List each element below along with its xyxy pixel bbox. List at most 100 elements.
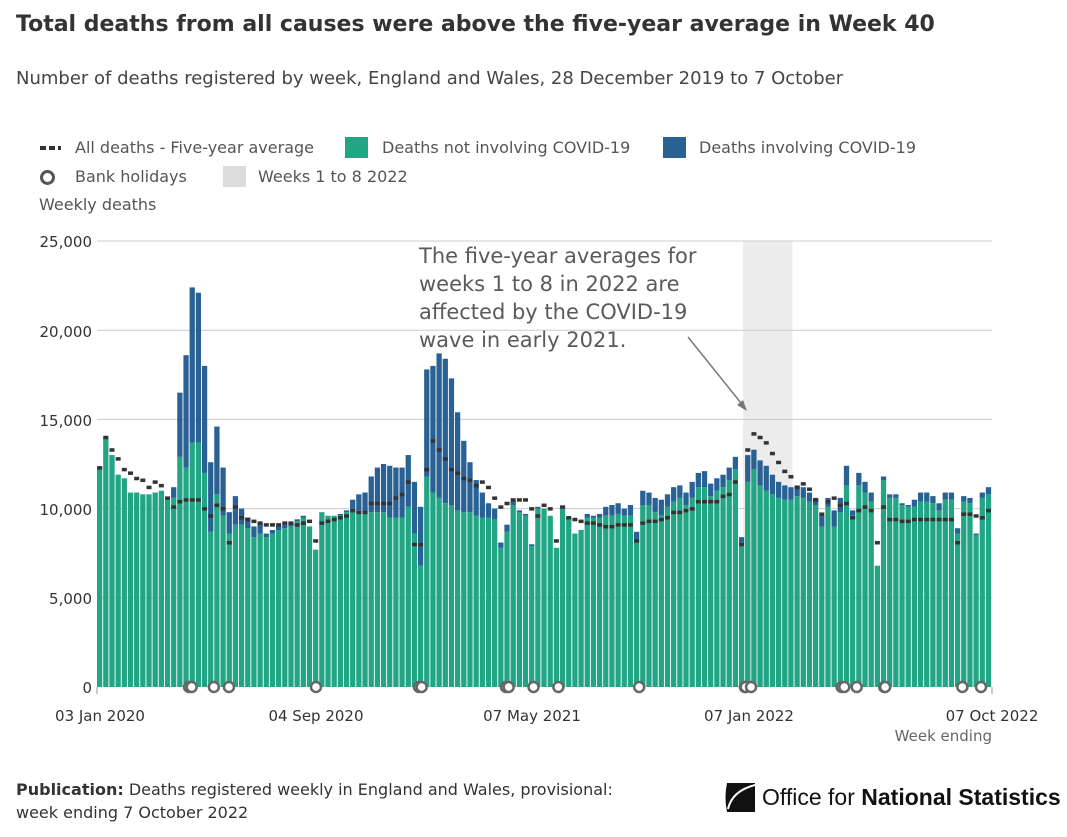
- average-marker: [337, 516, 343, 520]
- bar-covid: [708, 483, 714, 497]
- bar-non-covid: [788, 499, 794, 687]
- bar-covid: [757, 460, 763, 486]
- bar-non-covid: [183, 467, 189, 687]
- bar-non-covid: [535, 508, 541, 687]
- bar-covid: [590, 515, 597, 518]
- bar-covid: [226, 512, 232, 534]
- average-marker: [856, 508, 862, 513]
- average-marker: [689, 507, 695, 511]
- bar-non-covid: [146, 494, 152, 687]
- bar-non-covid: [695, 487, 701, 687]
- average-marker: [498, 505, 504, 509]
- bar-non-covid: [430, 492, 436, 687]
- average-marker: [504, 501, 510, 506]
- average-marker: [177, 499, 183, 504]
- bar-non-covid: [850, 515, 856, 687]
- average-marker: [634, 539, 640, 543]
- average-marker: [942, 517, 948, 522]
- average-marker: [572, 517, 578, 522]
- bar-non-covid: [510, 505, 516, 687]
- bar-covid: [868, 492, 874, 502]
- average-marker: [103, 435, 109, 440]
- average-marker: [794, 485, 800, 490]
- bar-non-covid: [177, 456, 183, 687]
- bar-non-covid: [837, 512, 843, 687]
- average-marker: [140, 478, 146, 483]
- bar-covid: [430, 365, 436, 493]
- average-marker: [97, 466, 103, 470]
- bar-covid: [374, 467, 381, 513]
- average-marker: [411, 542, 417, 547]
- bank-holiday-marker: [632, 680, 646, 694]
- average-marker: [202, 507, 208, 511]
- average-marker: [152, 480, 158, 484]
- average-marker: [769, 451, 775, 456]
- legend-average-icon: [40, 146, 64, 150]
- average-marker: [485, 485, 491, 490]
- bar-covid: [300, 515, 306, 518]
- bar-non-covid: [559, 506, 566, 687]
- bar-non-covid: [621, 515, 627, 687]
- average-marker: [306, 519, 312, 524]
- average-marker: [356, 510, 362, 515]
- bar-non-covid: [862, 492, 868, 687]
- bar-covid: [671, 487, 677, 502]
- average-marker: [708, 499, 714, 504]
- bar-covid: [936, 503, 942, 511]
- bar-non-covid: [646, 505, 652, 687]
- average-marker: [671, 510, 677, 515]
- average-marker: [325, 519, 331, 524]
- bar-non-covid: [214, 494, 220, 687]
- bar-non-covid: [442, 503, 448, 687]
- bar-covid: [967, 497, 973, 504]
- bar-covid: [448, 378, 455, 506]
- bar-non-covid: [671, 501, 677, 687]
- bar-non-covid: [596, 517, 603, 687]
- bar-covid: [220, 467, 226, 516]
- legend-highlight-label: Weeks 1 to 8 2022: [258, 167, 408, 186]
- x-axis-label: Week ending: [895, 727, 992, 745]
- bar-covid: [831, 510, 837, 527]
- average-marker: [127, 471, 133, 475]
- average-marker: [948, 517, 954, 522]
- bar-covid: [195, 292, 202, 443]
- average-marker: [269, 523, 275, 527]
- bar-non-covid: [732, 469, 739, 687]
- average-marker: [603, 524, 609, 529]
- average-marker: [399, 492, 405, 497]
- average-marker: [331, 517, 337, 522]
- average-marker: [553, 539, 559, 543]
- average-marker: [541, 503, 547, 508]
- bank-holiday-marker: [502, 680, 515, 694]
- bar-covid: [214, 426, 220, 495]
- average-marker: [782, 469, 788, 474]
- legend-covid-swatch: [663, 137, 686, 158]
- ons-logo: Office for National Statistics: [724, 783, 1061, 812]
- average-marker: [479, 480, 485, 484]
- average-marker: [226, 540, 232, 545]
- bar-covid: [455, 412, 461, 511]
- bar-non-covid: [393, 517, 399, 687]
- bar-covid: [856, 472, 862, 486]
- bar-covid: [985, 487, 992, 495]
- bar-non-covid: [893, 497, 899, 687]
- bar-covid: [208, 462, 214, 532]
- annotation-line: The five-year averages for: [418, 244, 697, 268]
- bar-covid: [961, 496, 967, 502]
- bar-covid: [510, 501, 516, 506]
- annotation-line: weeks 1 to 8 in 2022 are: [419, 272, 680, 296]
- bar-non-covid: [769, 494, 776, 687]
- bar-non-covid: [97, 467, 103, 687]
- bar-covid: [782, 485, 788, 500]
- bar-non-covid: [868, 501, 874, 687]
- bar-covid: [794, 485, 800, 497]
- bar-covid: [880, 476, 887, 481]
- bar-non-covid: [362, 512, 368, 687]
- legend-bank-holidays-label: Bank holidays: [75, 167, 187, 186]
- bar-covid: [269, 530, 276, 534]
- bar-non-covid: [917, 501, 924, 687]
- legend-non-covid-label: Deaths not involving COVID-19: [382, 138, 631, 157]
- average-marker: [214, 503, 220, 508]
- bar-non-covid: [985, 494, 992, 687]
- bar-non-covid: [856, 485, 862, 687]
